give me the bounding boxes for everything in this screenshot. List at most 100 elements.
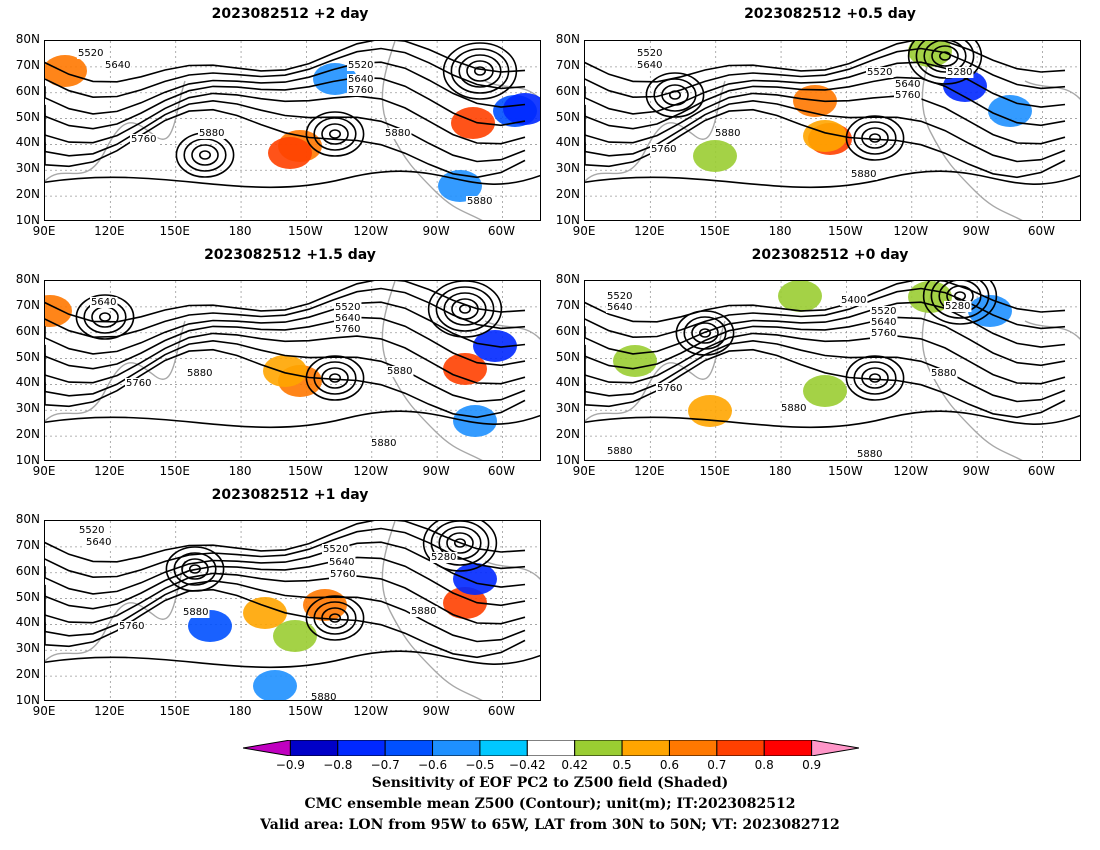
coastline-arctic — [1024, 320, 1080, 341]
z500-contour-line — [585, 99, 1066, 163]
contour-label-bg — [650, 144, 678, 155]
colorbar-segment — [621, 740, 670, 756]
closed-contour — [669, 90, 682, 100]
lat-tick-label: 80N — [15, 32, 40, 46]
map-svg-p4: 5520564054005280552056405760576058805880… — [585, 281, 1080, 460]
panel-title-p3: 2023082512 +1.5 day — [204, 247, 376, 263]
coastline-asia — [45, 560, 186, 662]
colorbar-tick-label: 0.9 — [802, 758, 822, 772]
caption-line-1: Sensitivity of EOF PC2 to Z500 field (Sh… — [371, 775, 729, 791]
z500-contour-line — [585, 61, 1066, 115]
contour-label: 5640 — [607, 302, 632, 313]
contour-label: 5880 — [467, 196, 492, 207]
caption-line-3: Valid area: LON from 95W to 65W, LAT fro… — [260, 817, 840, 833]
colorbar-segment — [432, 740, 481, 756]
z500-contour-line — [45, 170, 540, 189]
closed-contour — [313, 601, 357, 635]
contour-label: 5880 — [187, 368, 212, 379]
sensitivity-shading — [273, 620, 317, 652]
closed-contour — [923, 41, 967, 73]
closed-contour — [853, 361, 897, 395]
contour-label: 5640 — [86, 537, 111, 548]
contour-label-bg — [85, 537, 113, 548]
contour-label: 5640 — [871, 317, 896, 328]
contour-label-bg — [606, 291, 634, 302]
sensitivity-shading — [45, 295, 72, 327]
closed-contour — [466, 60, 494, 82]
lat-tick-label: 40N — [15, 135, 40, 150]
contour-label-bg — [78, 525, 106, 536]
contour-label: 5880 — [715, 128, 740, 139]
contour-label-bg — [840, 295, 868, 306]
contour-label: 5760 — [651, 144, 676, 155]
lon-tick-label: 180 — [228, 704, 252, 718]
contour-label-bg — [182, 607, 210, 618]
lon-tick-label: 120W — [353, 464, 389, 478]
z500-contour-line — [585, 339, 1066, 403]
closed-contour — [473, 66, 486, 76]
colorbar-segment — [289, 740, 339, 756]
lon-tick-label: 180 — [228, 464, 252, 478]
closed-contour — [938, 51, 951, 61]
closed-contour — [321, 367, 349, 389]
lon-tick-label: 120E — [94, 224, 125, 238]
contour-label-bg — [780, 403, 808, 414]
z500-contour-line — [585, 76, 1066, 130]
z500-contour-line — [45, 556, 526, 610]
closed-contour — [691, 322, 719, 344]
z500-contour-line — [45, 287, 526, 339]
colorbar-tick-label: −0.6 — [417, 758, 448, 772]
closed-contour — [443, 292, 487, 326]
closed-contour — [189, 564, 202, 574]
contour-label-bg — [370, 438, 398, 449]
closed-contour — [305, 595, 365, 641]
contour-label: 5280 — [431, 552, 456, 563]
lat-tick-label: 20N — [15, 427, 40, 442]
lat-tick-label: 20N — [555, 187, 580, 202]
lat-tick-label: 40N — [15, 375, 40, 390]
lon-tick-label: 150E — [699, 464, 730, 478]
sensitivity-shading — [503, 93, 540, 125]
lon-tick-label: 150W — [828, 464, 863, 478]
lat-tick-label: 40N — [555, 375, 580, 390]
closed-contour — [930, 281, 990, 319]
closed-contour — [683, 316, 727, 350]
contour-label: 5760 — [895, 90, 920, 101]
lat-tick-label: 70N — [15, 537, 40, 552]
closed-contour — [868, 133, 881, 143]
z500-contour-line — [45, 339, 526, 403]
contour-label: 5880 — [183, 607, 208, 618]
closed-contour — [313, 117, 357, 151]
contour-label: 5520 — [867, 67, 892, 78]
caption-line-2: CMC ensemble mean Z500 (Contour); unit(m… — [304, 796, 796, 812]
contour-label: 5880 — [931, 368, 956, 379]
contour-label: 5520 — [79, 525, 104, 536]
lat-tick-label: 70N — [15, 57, 40, 72]
colorbar-segment — [384, 740, 434, 756]
lat-tick-label: 40N — [15, 615, 40, 630]
z500-contour-line — [45, 92, 526, 145]
lat-tick-label: 10N — [15, 213, 40, 227]
contour-label: 5880 — [781, 403, 806, 414]
z500-contour-line — [45, 348, 526, 419]
lat-tick-label: 60N — [555, 83, 580, 98]
contour-label: 5760 — [119, 621, 144, 632]
z500-contour-line — [585, 316, 1066, 370]
contour-label: 5880 — [411, 606, 436, 617]
contour-label-bg — [334, 313, 362, 324]
closed-contour — [199, 150, 212, 160]
map-panel-p2: 5520 5640 5520 5280 5640 5760 5880 5760 5880 — [584, 40, 1081, 221]
lon-tick-label: 180 — [228, 224, 252, 238]
lon-tick-label: 60W — [487, 704, 516, 718]
sensitivity-shading — [988, 95, 1032, 127]
closed-contour — [661, 84, 689, 106]
closed-contour — [931, 45, 959, 67]
contour-label: 5520 — [335, 302, 360, 313]
lat-tick-label: 50N — [15, 349, 40, 364]
closed-contour — [305, 111, 365, 157]
closed-contour — [699, 328, 712, 338]
colorbar-segment — [716, 740, 765, 756]
lat-tick-label: 80N — [15, 272, 40, 286]
